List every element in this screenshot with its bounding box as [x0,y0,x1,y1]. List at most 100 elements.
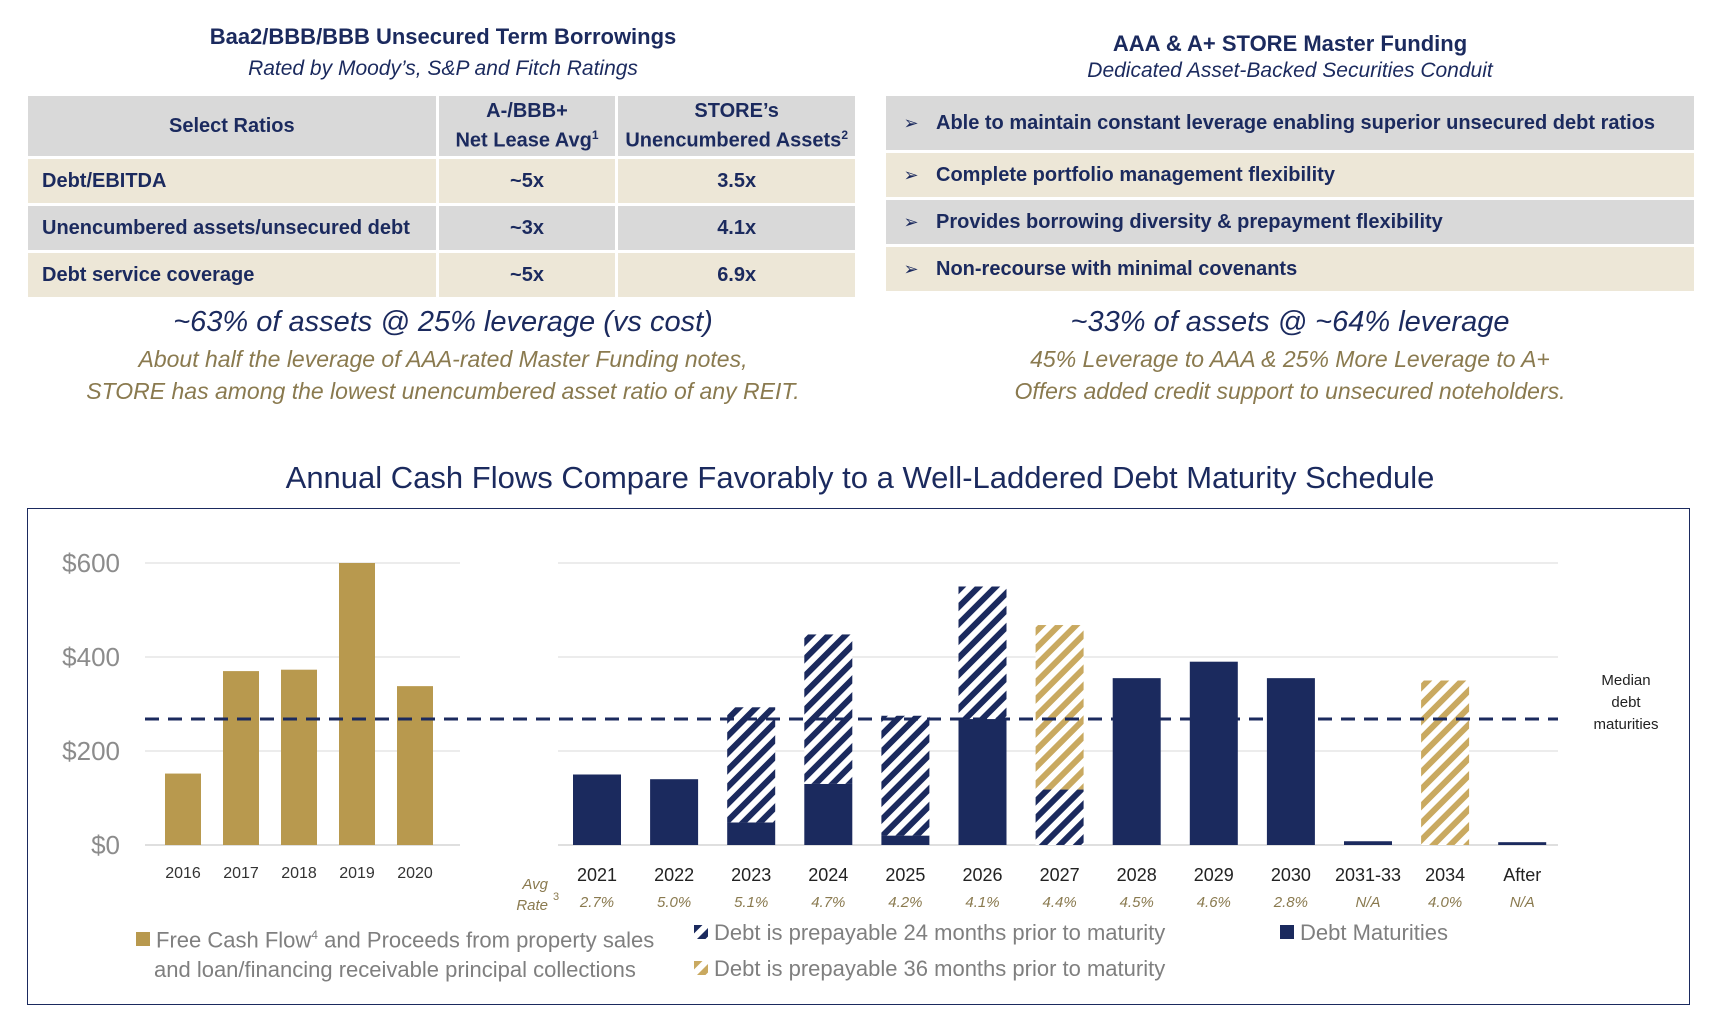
avg-rate-label: 4.1% [965,894,999,911]
x-tick-label: 2027 [1040,865,1080,885]
avg-rate-footnote: 3 [553,891,559,903]
x-tick-label: 2021 [577,865,617,885]
left-headline: ~63% of assets @ 25% leverage (vs cost) [173,306,713,338]
arrow-bullet-icon: ➢ [903,164,919,185]
left-note-line1: About half the leverage of AAA-rated Mas… [138,346,748,372]
y-tick-label: $600 [62,548,120,578]
avg-rate-label: 2.8% [1273,894,1308,911]
benefit-list: ➢ Able to maintain constant leverage ena… [886,96,1694,294]
right-note-line1: 45% Leverage to AAA & 25% More Leverage … [1030,346,1550,372]
debt-maturity-bar [727,822,776,845]
x-tick-label: 2034 [1425,865,1465,885]
list-item: ➢ Provides borrowing diversity & prepaym… [886,200,1694,247]
fcf-bar [339,563,375,845]
debt-maturity-bar [573,774,621,845]
list-item: ➢ Non-recourse with minimal covenants [886,247,1694,294]
fcf-bar [281,669,317,845]
debt-maturity-bar [1498,842,1547,845]
prepay24-bar [804,634,853,784]
debt-maturity-bar [1344,841,1392,845]
median-label: debt [1611,694,1641,711]
list-item-text: Non-recourse with minimal covenants [936,257,1298,280]
row-peer-value: ~5x [437,157,619,206]
x-tick-label: 2020 [397,865,433,882]
x-tick-label: 2030 [1271,865,1311,885]
left-panel-subtitle: Rated by Moody’s, S&P and Fitch Ratings [248,57,638,80]
legend-fcf-text-cont: and Proceeds from property sales [317,927,655,953]
row-label: Unencumbered assets/unsecured debt [28,204,439,253]
list-item-text: Provides borrowing diversity & prepaymen… [936,210,1443,233]
debt-maturity-bar [1266,678,1315,845]
legend-swatch-gold-hatch [694,961,708,975]
avg-rate-label: 4.6% [1197,894,1231,911]
row-peer-value: ~5x [437,251,619,300]
prepay24-bar [958,586,1007,720]
row-store-value: 4.1x [616,204,858,253]
right-panel-subtitle: Dedicated Asset-Backed Securities Condui… [1087,59,1493,82]
x-tick-label: 2025 [885,865,925,885]
header-net-lease-line2: Net Lease Avg [455,129,592,152]
avg-rate-label: 4.2% [888,894,922,911]
avg-rate-row-label: Rate [516,897,548,914]
legend-swatch-gold [136,932,150,947]
header-store-line1: STORE’s [694,100,779,123]
table-row: Debt service coverage ~5x 6.9x [28,251,858,300]
header-net-lease-avg: A-/BBB+ Net Lease Avg1 [437,96,619,159]
header-select-ratios: Select Ratios [28,96,439,159]
chart-frame [27,508,1690,1005]
avg-rate-label: 5.0% [657,894,691,911]
y-tick-label: $0 [91,830,120,860]
legend-maturities-text: Debt Maturities [1300,920,1448,945]
table-row: Unencumbered assets/unsecured debt ~3x 4… [28,204,858,253]
legend-prepay36: Debt is prepayable 36 months prior to ma… [694,956,1165,982]
legend-swatch-navy [1280,925,1294,939]
debt-maturity-bar [958,719,1007,845]
left-note-line2: STORE has among the lowest unencumbered … [86,378,800,404]
legend-fcf: Free Cash Flow4 and Proceeds from proper… [136,920,696,985]
footnote-1: 1 [591,128,599,143]
legend-prepay36-text: Debt is prepayable 36 months prior to ma… [714,956,1166,981]
legend-prepay24-text: Debt is prepayable 24 months prior to ma… [714,920,1166,945]
prepay36-bar [1421,680,1470,845]
x-tick-label: 2017 [223,865,259,882]
arrow-bullet-icon: ➢ [903,112,919,133]
fcf-bar [223,671,259,845]
avg-rate-label: 4.4% [1042,894,1076,911]
x-tick-label: 2023 [731,865,771,885]
x-tick-label: 2016 [165,865,201,882]
header-store-line2: Unencumbered Assets [625,129,842,152]
table-header-row: Select Ratios A-/BBB+ Net Lease Avg1 STO… [28,96,858,159]
table-row: Debt/EBITDA ~5x 3.5x [28,157,858,206]
prepay24-bar [727,707,776,823]
ratios-table: Select Ratios A-/BBB+ Net Lease Avg1 STO… [28,96,858,300]
fcf-bar [397,686,433,845]
row-label: Debt/EBITDA [28,157,439,206]
x-tick-label: 2029 [1194,865,1234,885]
prepay24-bar [881,715,930,836]
legend-fcf-text: Free Cash Flow [156,927,312,953]
median-label: maturities [1593,716,1658,733]
avg-rate-label: 4.5% [1120,894,1154,911]
legend-fcf-text-line2: and loan/financing receivable principal … [154,957,636,983]
legend-prepay24: Debt is prepayable 24 months prior to ma… [694,920,1165,946]
list-item: ➢ Able to maintain constant leverage ena… [886,96,1694,153]
median-label: Median [1601,672,1650,689]
right-headline: ~33% of assets @ ~64% leverage [1070,306,1510,338]
x-tick-label: After [1503,865,1541,885]
x-tick-label: 2024 [808,865,848,885]
row-store-value: 3.5x [616,157,858,206]
avg-rate-label: N/A [1510,894,1535,911]
right-note-line2: Offers added credit support to unsecured… [1014,378,1566,404]
x-tick-label: 2026 [962,865,1002,885]
right-panel-title: AAA & A+ STORE Master Funding [1112,31,1468,56]
avg-rate-label: 2.7% [579,894,614,911]
debt-maturity-bar [1112,678,1161,845]
chart-section-title: Annual Cash Flows Compare Favorably to a… [285,460,1435,495]
arrow-bullet-icon: ➢ [903,211,919,232]
footnote-2: 2 [841,128,848,143]
row-label: Debt service coverage [28,251,439,300]
debt-maturity-bar [804,783,853,845]
left-panel-title: Baa2/BBB/BBB Unsecured Term Borrowings [209,24,677,49]
debt-maturity-bar [881,835,930,845]
header-net-lease-line1: A-/BBB+ [486,100,568,123]
